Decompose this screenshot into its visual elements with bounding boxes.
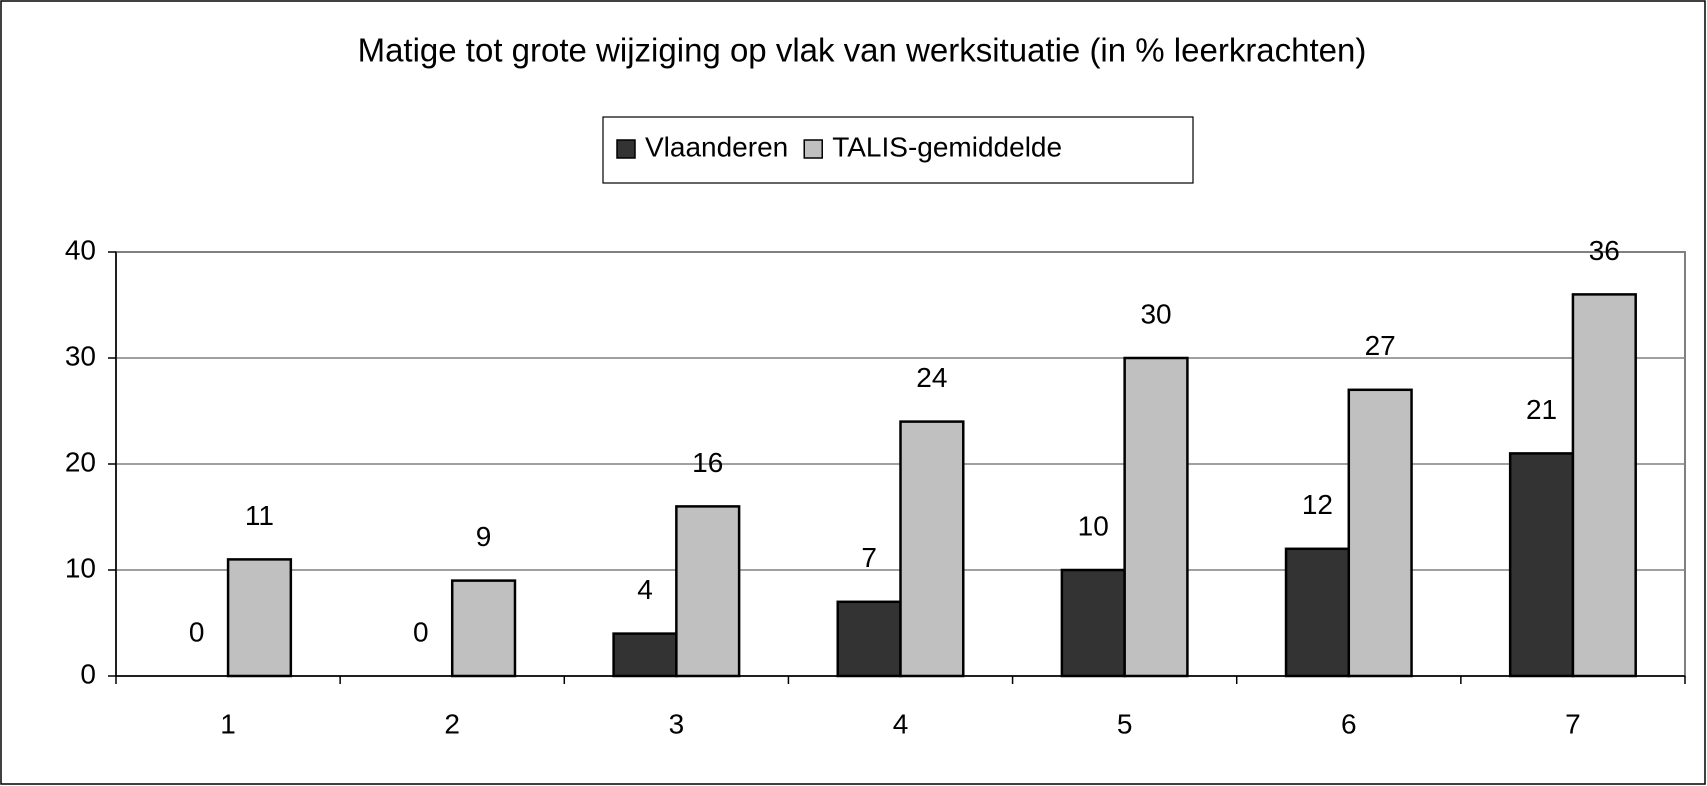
data-label: 0 <box>189 616 205 647</box>
data-label: 36 <box>1589 235 1620 266</box>
bar <box>612 632 678 678</box>
data-label: 12 <box>1302 489 1333 520</box>
y-tick-label: 20 <box>65 446 96 477</box>
data-label: 10 <box>1078 510 1109 541</box>
bar <box>1060 568 1126 678</box>
bar <box>1123 356 1189 678</box>
bar <box>226 558 293 678</box>
y-tick-label: 0 <box>80 658 96 689</box>
data-label: 21 <box>1526 394 1557 425</box>
data-label: 11 <box>245 500 274 531</box>
bar <box>1284 547 1351 678</box>
legend-box <box>602 116 1194 184</box>
chart-title: Matige tot grote wijziging op vlak van w… <box>358 32 1367 69</box>
data-label: 9 <box>476 521 492 552</box>
bar <box>1571 293 1637 678</box>
x-tick-label: 2 <box>444 708 460 739</box>
legend-label: TALIS-gemiddelde <box>832 131 1062 162</box>
bar <box>1508 452 1575 678</box>
x-tick-label: 4 <box>893 708 909 739</box>
y-tick-label: 10 <box>65 552 96 583</box>
x-tick-label: 1 <box>220 708 236 739</box>
data-label: 27 <box>1365 330 1396 361</box>
legend-label: Vlaanderen <box>645 131 788 162</box>
bar <box>899 420 965 678</box>
data-label: 16 <box>692 447 723 478</box>
x-tick-label: 7 <box>1565 708 1581 739</box>
data-label: 0 <box>413 616 429 647</box>
y-tick-label: 40 <box>65 234 96 265</box>
data-label: 7 <box>861 542 877 573</box>
bar <box>836 600 902 678</box>
data-label: 24 <box>916 362 947 393</box>
x-tick-label: 5 <box>1117 708 1133 739</box>
bar <box>1347 388 1413 678</box>
x-tick-label: 6 <box>1341 708 1357 739</box>
y-tick-label: 30 <box>65 340 96 371</box>
bar <box>675 505 741 678</box>
bar <box>450 579 517 678</box>
x-tick-label: 3 <box>669 708 685 739</box>
data-label: 4 <box>637 574 653 605</box>
legend-swatch <box>803 139 823 159</box>
legend-swatch <box>616 139 636 159</box>
data-label: 30 <box>1140 298 1171 329</box>
